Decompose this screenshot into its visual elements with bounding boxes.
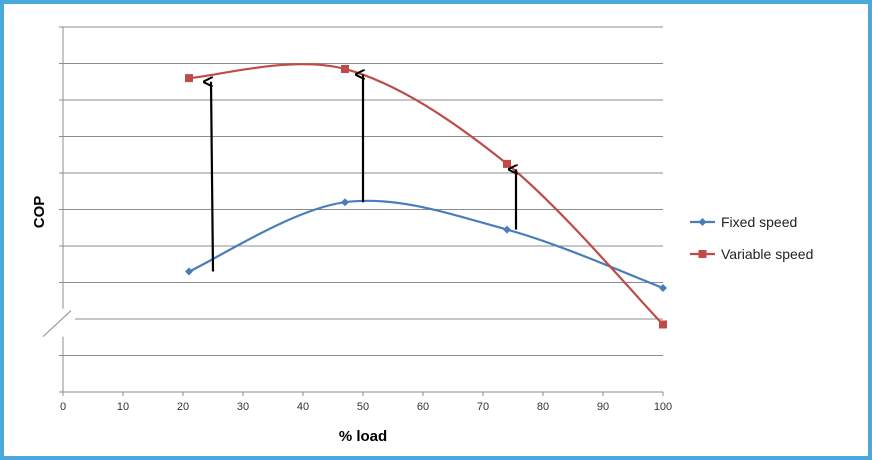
axis-break-line <box>42 310 72 338</box>
axes <box>59 26 664 396</box>
axis-break <box>42 308 88 338</box>
fixed-speed-point <box>341 198 349 207</box>
x-tick-label: 80 <box>537 401 549 413</box>
legend-marker-variable-speed <box>698 250 707 258</box>
legend-label-fixed-speed: Fixed speed <box>721 214 797 230</box>
variable-speed-line <box>188 63 664 326</box>
annotation-arrows <box>211 74 516 272</box>
x-tick-label: 10 <box>117 401 129 413</box>
fixed-speed-line <box>188 199 664 290</box>
series-layer <box>185 63 667 329</box>
x-tick-label: 50 <box>357 401 369 413</box>
x-tick-label: 100 <box>654 401 672 413</box>
arrow <box>211 82 215 272</box>
variable-speed-point <box>503 159 511 168</box>
x-tick-labels: 0 10 20 30 40 50 60 70 80 90 100 <box>60 401 672 413</box>
legend: Fixed speed Variable speed <box>690 214 813 262</box>
x-tick-label: 30 <box>237 401 249 413</box>
legend-label-variable-speed: Variable speed <box>721 246 813 262</box>
fixed-speed-point <box>185 267 193 276</box>
legend-marker-fixed-speed <box>698 218 707 226</box>
gridlines <box>63 26 663 356</box>
fixed-speed-point <box>659 283 667 292</box>
fixed-speed-point <box>503 225 511 234</box>
x-axis-title: % load <box>339 428 387 445</box>
variable-speed-point <box>341 64 349 73</box>
x-tick-label: 70 <box>477 401 489 413</box>
x-tick-label: 40 <box>297 401 309 413</box>
x-tick-label: 90 <box>597 401 609 413</box>
x-tick-label: 0 <box>60 401 66 413</box>
x-tick-label: 60 <box>417 401 429 413</box>
y-axis-title: COP <box>31 196 48 229</box>
variable-speed-point <box>659 320 667 329</box>
x-tick-label: 20 <box>177 401 189 413</box>
variable-speed-point <box>185 74 193 83</box>
